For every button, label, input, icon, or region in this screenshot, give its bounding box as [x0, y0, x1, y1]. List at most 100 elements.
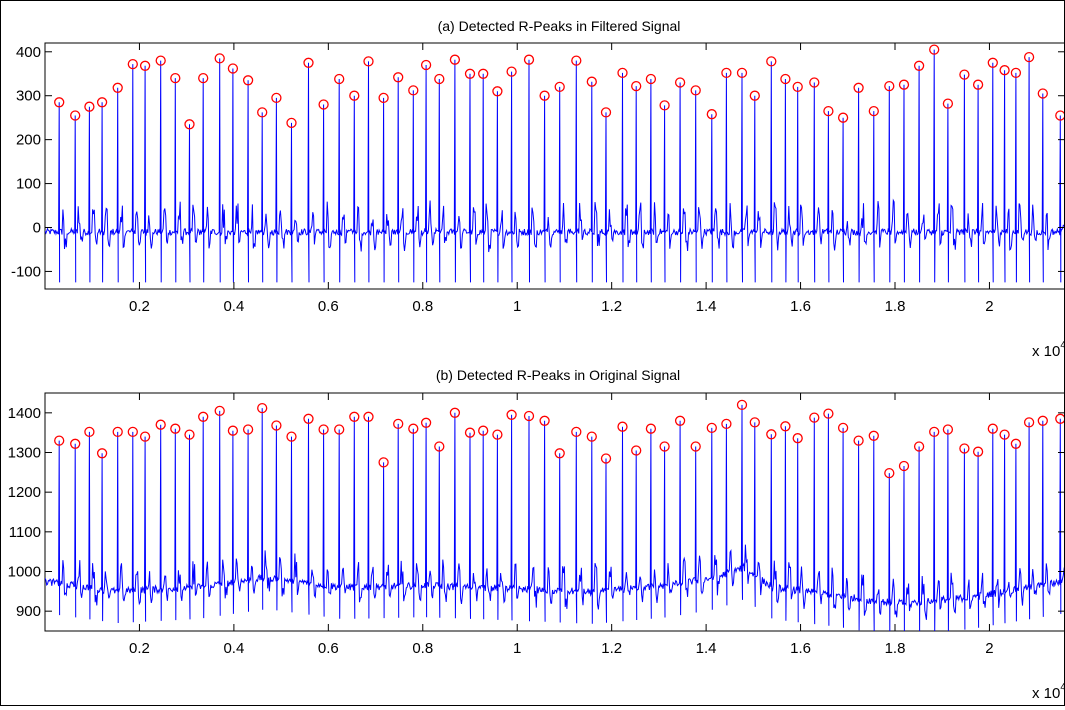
signal-line — [45, 49, 1065, 283]
y-tick-label: -100 — [11, 263, 41, 280]
x-multiplier-exp-a: 4 — [1060, 340, 1064, 351]
r-peak-marker — [523, 54, 535, 65]
r-peak-marker — [659, 441, 670, 452]
r-peak-marker — [378, 457, 389, 468]
r-peak-marker — [792, 433, 803, 444]
r-peak-marker — [721, 418, 732, 430]
r-peak-marker — [184, 119, 195, 130]
y-tick-label: 1200 — [8, 484, 41, 501]
r-peak-marker — [868, 105, 879, 117]
x-tick-label: 1.8 — [885, 640, 906, 657]
r-peak-marker — [792, 81, 803, 93]
x-tick-label: 2 — [985, 298, 993, 315]
r-peak-marker — [286, 431, 297, 442]
r-peak-marker — [690, 441, 701, 452]
r-peak-marker — [749, 417, 760, 428]
r-peak-marker — [809, 77, 820, 88]
r-peak-marker — [242, 424, 254, 435]
r-peak-marker — [318, 99, 329, 110]
r-peak-marker — [780, 73, 791, 85]
r-peak-marker — [987, 423, 998, 434]
r-peak-marker — [393, 418, 404, 430]
r-peak-marker — [393, 72, 404, 83]
chart-title-b: (b) Detected R-Peaks in Original Signal — [436, 367, 680, 383]
r-peak-marker — [84, 426, 95, 438]
r-peak-marker — [1023, 51, 1035, 63]
r-peak-marker — [242, 75, 254, 86]
r-peak-marker — [155, 419, 166, 430]
r-peak-marker — [571, 426, 582, 438]
r-peak-marker — [408, 85, 419, 96]
x-tick-label: 0.6 — [318, 640, 339, 657]
r-peak-marker — [929, 426, 940, 438]
r-peak-marker — [170, 423, 181, 434]
r-peak-marker — [736, 399, 748, 411]
r-peak-marker — [303, 57, 314, 68]
y-tick-label: 200 — [16, 132, 41, 149]
r-peak-marker — [884, 467, 895, 479]
r-peak-marker — [506, 409, 517, 420]
r-peak-marker — [736, 67, 748, 79]
r-peak-marker — [898, 79, 910, 90]
chart-title-a: (a) Detected R-Peaks in Filtered Signal — [438, 18, 681, 34]
y-tick-label: 400 — [16, 44, 41, 61]
r-peak-marker — [959, 69, 970, 80]
r-peak-marker — [464, 68, 476, 79]
r-peak-marker — [492, 429, 503, 440]
r-peak-marker — [492, 86, 503, 97]
x-tick-label: 0.4 — [223, 640, 244, 657]
x-tick-label: 1 — [513, 298, 521, 315]
r-peak-marker — [271, 420, 282, 431]
r-peak-marker — [478, 425, 489, 436]
plot-area-b — [44, 392, 1065, 632]
r-peak-marker — [112, 82, 123, 93]
r-peak-marker — [631, 80, 642, 92]
r-peak-marker — [539, 90, 550, 101]
r-peak-marker — [972, 446, 984, 457]
signal-group-b — [45, 404, 1065, 631]
r-peak-marker — [766, 56, 777, 67]
r-peak-marker — [823, 408, 834, 419]
y-tick-label: 1300 — [8, 445, 41, 462]
r-peak-marker — [478, 68, 489, 79]
r-peak-marker — [554, 448, 565, 459]
r-peak-marker — [929, 44, 940, 55]
r-peak-marker — [54, 97, 65, 108]
x-multiplier-base-b: x 10 — [1032, 685, 1060, 702]
r-peak-marker — [227, 63, 239, 74]
r-peak-marker — [139, 431, 151, 442]
x-tick-label: 0.2 — [129, 640, 150, 657]
r-peak-marker — [54, 435, 65, 446]
ticks-group-b: 0.2 0.4 0.6 0.8 1 1.2 1.4 1.6 1.8 2 900 1000 1100 120… — [8, 393, 1065, 657]
r-peak-marker — [1010, 438, 1022, 449]
r-peak-marker — [586, 76, 597, 87]
r-peak-marker — [170, 72, 181, 84]
signal-group-a — [45, 49, 1065, 283]
r-peak-marker — [334, 73, 345, 85]
peaks-group-a — [54, 44, 1065, 130]
r-peak-marker — [363, 411, 374, 422]
r-peak-marker — [434, 441, 445, 452]
r-peak-marker — [449, 407, 461, 418]
r-peak-marker — [913, 441, 925, 452]
r-peak-marker — [408, 423, 419, 434]
r-peak-marker — [999, 65, 1010, 76]
r-peak-marker — [706, 422, 717, 434]
r-peak-marker — [1023, 417, 1035, 428]
r-peak-marker — [645, 423, 657, 434]
r-peak-marker — [645, 73, 657, 85]
r-peak-marker — [659, 100, 670, 111]
r-peak-marker — [363, 56, 374, 67]
r-peak-marker — [1010, 67, 1022, 79]
x-tick-label: 1.6 — [790, 640, 811, 657]
r-peak-marker — [334, 424, 345, 435]
y-tick-label: 1100 — [9, 524, 41, 541]
r-peak-marker — [420, 417, 432, 428]
r-peak-marker — [853, 82, 864, 93]
signal-line — [45, 404, 1065, 631]
r-peak-marker — [823, 105, 834, 117]
r-peak-marker — [690, 85, 701, 96]
r-peak-marker — [127, 426, 138, 438]
